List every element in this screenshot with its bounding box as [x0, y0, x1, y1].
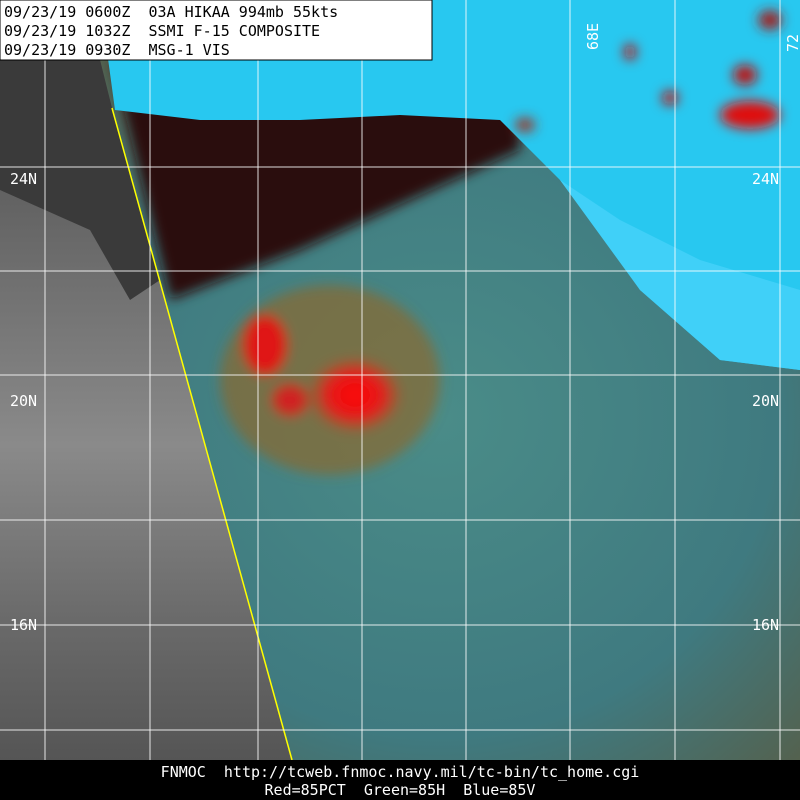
lat-label: 24N [752, 170, 779, 188]
swath-edge [111, 107, 293, 761]
header-line: 09/23/19 0930Z MSG-1 VIS [4, 41, 230, 59]
lat-lon-grid [0, 0, 800, 760]
convection-land [515, 10, 782, 132]
land-cyan [100, 0, 800, 370]
lat-label: 16N [10, 616, 37, 634]
lon-label: 68E [584, 23, 602, 50]
footer [0, 760, 800, 800]
visible-image [0, 60, 292, 760]
land-vis [0, 60, 160, 300]
footer-line: Red=85PCT Green=85H Blue=85V [265, 781, 536, 799]
lat-label: 24N [10, 170, 37, 188]
header-line: 09/23/19 0600Z 03A HIKAA 994mb 55kts [4, 3, 338, 21]
header-box [0, 0, 433, 61]
land-cyan-2 [560, 180, 800, 370]
lat-label: 16N [752, 616, 779, 634]
lat-label: 20N [10, 392, 37, 410]
lat-label: 20N [752, 392, 779, 410]
header-line: 09/23/19 1032Z SSMI F-15 COMPOSITE [4, 22, 320, 40]
lon-label: 72 [784, 34, 800, 52]
footer-line: FNMOC http://tcweb.fnmoc.navy.mil/tc-bin… [161, 763, 640, 781]
cyclone [220, 285, 440, 475]
